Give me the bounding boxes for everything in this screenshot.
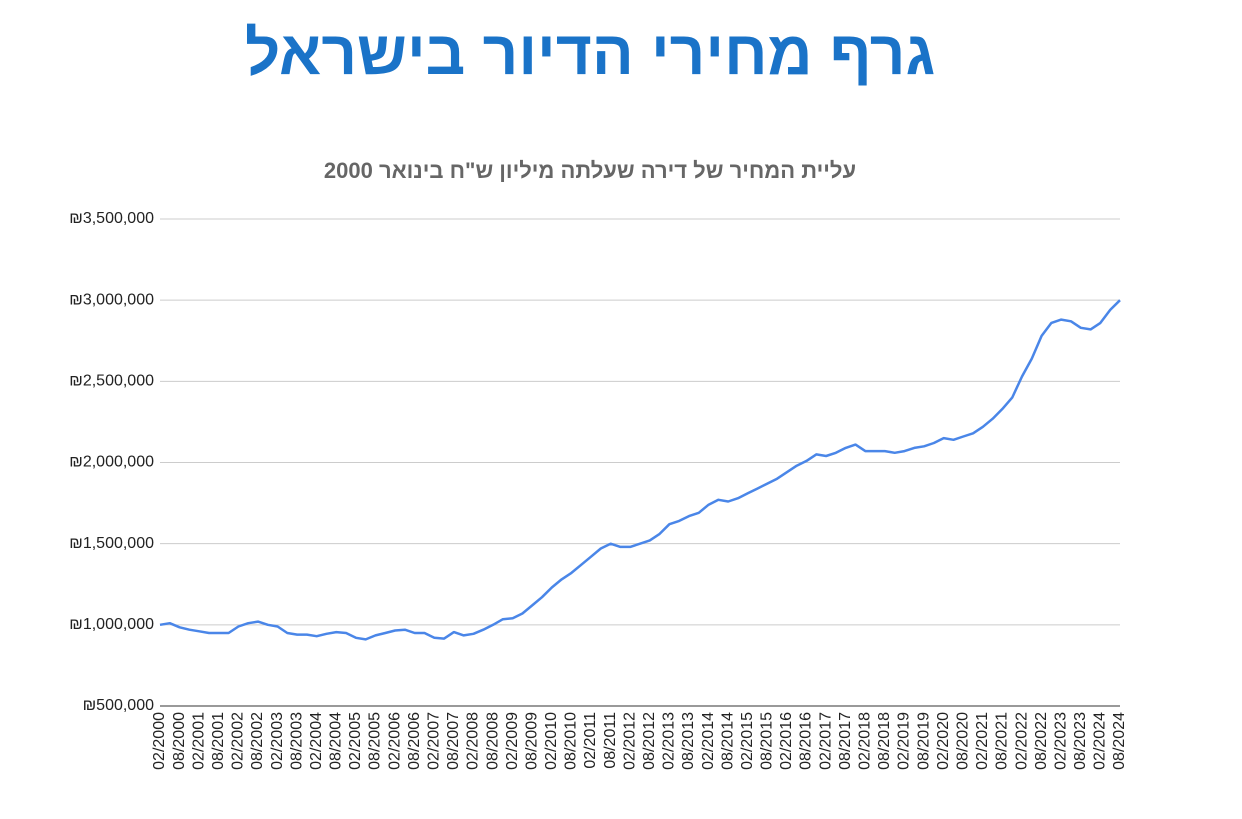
- x-tick-label: 08/2008: [484, 712, 501, 770]
- x-tick-label: 02/2004: [308, 712, 325, 770]
- x-tick-label: 08/2022: [1033, 712, 1050, 770]
- x-tick-label: 02/2001: [190, 712, 207, 770]
- x-tick-label: 02/2006: [386, 712, 403, 770]
- x-tick-label: 02/2020: [935, 712, 952, 770]
- x-tick-label: 02/2005: [347, 712, 364, 770]
- x-tick-label: 08/2004: [328, 712, 345, 770]
- x-tick-label: 02/2003: [269, 712, 286, 770]
- x-tick-label: 02/2016: [778, 712, 795, 770]
- y-tick-label: ₪500,000: [83, 697, 155, 714]
- x-tick-label: 08/2005: [367, 712, 384, 770]
- x-tick-label: 02/2018: [857, 712, 874, 770]
- x-tick-label: 02/2015: [739, 712, 756, 770]
- x-tick-label: 02/2012: [621, 712, 638, 770]
- x-tick-label: 02/2022: [1013, 712, 1030, 770]
- x-tick-label: 08/2019: [915, 712, 932, 770]
- x-tick-label: 08/2003: [288, 712, 305, 770]
- x-tick-label: 08/2006: [406, 712, 423, 770]
- x-tick-label: 08/2021: [994, 712, 1011, 770]
- y-tick-label: ₪3,500,000: [69, 210, 154, 227]
- y-tick-label: ₪2,500,000: [69, 373, 154, 390]
- x-tick-label: 02/2009: [504, 712, 521, 770]
- y-tick-label: ₪3,000,000: [69, 291, 154, 308]
- x-tick-label: 08/2001: [210, 712, 227, 770]
- x-tick-label: 02/2008: [465, 712, 482, 770]
- x-tick-label: 08/2002: [249, 712, 266, 770]
- x-tick-label: 02/2023: [1052, 712, 1069, 770]
- x-tick-label: 08/2012: [641, 712, 658, 770]
- y-tick-label: ₪2,000,000: [69, 454, 154, 471]
- x-tick-label: 02/2013: [661, 712, 678, 770]
- page-title: גרף מחירי הדיור בישראל: [244, 19, 936, 88]
- x-tick-label: 02/2011: [582, 712, 599, 769]
- price-line: [159, 299, 1121, 641]
- x-tick-label: 08/2010: [563, 712, 580, 770]
- x-tick-label: 08/2014: [719, 712, 736, 770]
- x-tick-label: 02/2017: [817, 712, 834, 770]
- x-tick-label: 02/2019: [896, 712, 913, 770]
- x-tick-label: 02/2021: [974, 712, 991, 770]
- y-tick-label: ₪1,000,000: [69, 616, 154, 633]
- x-tick-label: 08/2011: [602, 712, 619, 769]
- y-tick-label: ₪1,500,000: [69, 535, 154, 552]
- x-tick-label: 02/2010: [543, 712, 560, 770]
- x-tick-label: 08/2000: [171, 712, 188, 770]
- x-tick-label: 02/2002: [230, 712, 247, 770]
- chart-title: עליית המחיר של דירה שעלתה מיליון ש"ח בינ…: [324, 158, 856, 183]
- x-tick-label: 08/2017: [837, 712, 854, 770]
- x-tick-label: 02/2000: [151, 712, 168, 770]
- x-tick-label: 08/2013: [680, 712, 697, 770]
- x-tick-label: 08/2024: [1111, 712, 1128, 770]
- x-tick-label: 08/2020: [954, 712, 971, 770]
- x-tick-label: 02/2014: [700, 712, 717, 770]
- x-tick-label: 08/2018: [876, 712, 893, 770]
- x-tick-label: 08/2009: [523, 712, 540, 770]
- x-tick-label: 08/2007: [445, 712, 462, 770]
- x-tick-label: 08/2015: [759, 712, 776, 770]
- x-tick-label: 02/2024: [1092, 712, 1109, 770]
- x-tick-label: 08/2016: [798, 712, 815, 770]
- x-tick-label: 08/2023: [1072, 712, 1089, 770]
- x-tick-label: 02/2007: [426, 712, 443, 770]
